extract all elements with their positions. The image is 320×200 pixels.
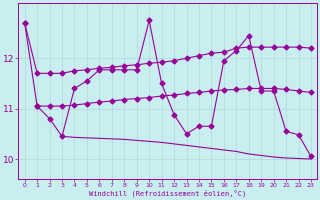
X-axis label: Windchill (Refroidissement éolien,°C): Windchill (Refroidissement éolien,°C) (89, 190, 246, 197)
